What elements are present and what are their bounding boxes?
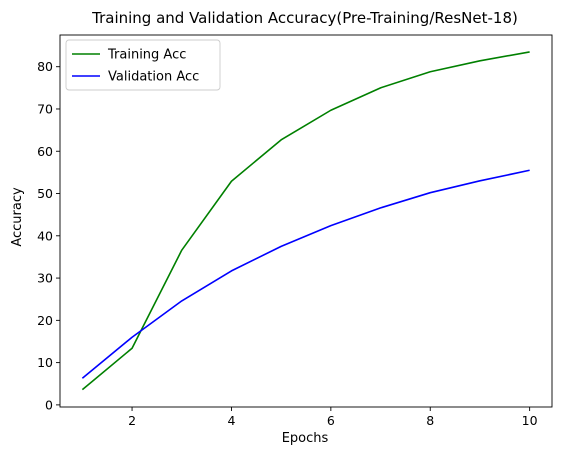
y-tick-label: 30 [37, 271, 53, 286]
x-axis-label: Epochs [282, 431, 329, 446]
plot-frame [59, 34, 553, 408]
y-tick-label: 20 [37, 313, 53, 328]
x-tick-label: 4 [227, 413, 235, 428]
x-tick-label: 8 [426, 413, 434, 428]
chart-title: Training and Validation Accuracy(Pre-Tra… [91, 9, 518, 27]
x-tick-label: 2 [128, 413, 136, 428]
series-line-validation-acc [81, 169, 530, 379]
legend-label: Validation Acc [108, 70, 199, 85]
x-tick-label: 6 [327, 413, 335, 428]
y-tick-label: 50 [37, 186, 53, 201]
y-tick-label: 80 [37, 59, 53, 74]
x-tick-label: 10 [522, 413, 538, 428]
y-tick-label: 70 [37, 101, 53, 116]
y-tick-label: 60 [37, 144, 53, 159]
legend-label: Training Acc [107, 48, 186, 63]
y-tick-label: 0 [45, 397, 53, 412]
y-tick-label: 40 [37, 228, 53, 243]
y-axis-label: Accuracy [10, 187, 25, 247]
legend-box [65, 39, 221, 91]
series-line-training-acc [81, 51, 530, 391]
plot-area: 2 4 6 8 10 0 10 20 30 40 50 60 70 80 Training Acc Valid… [37, 34, 553, 428]
y-tick-label: 10 [37, 355, 53, 370]
